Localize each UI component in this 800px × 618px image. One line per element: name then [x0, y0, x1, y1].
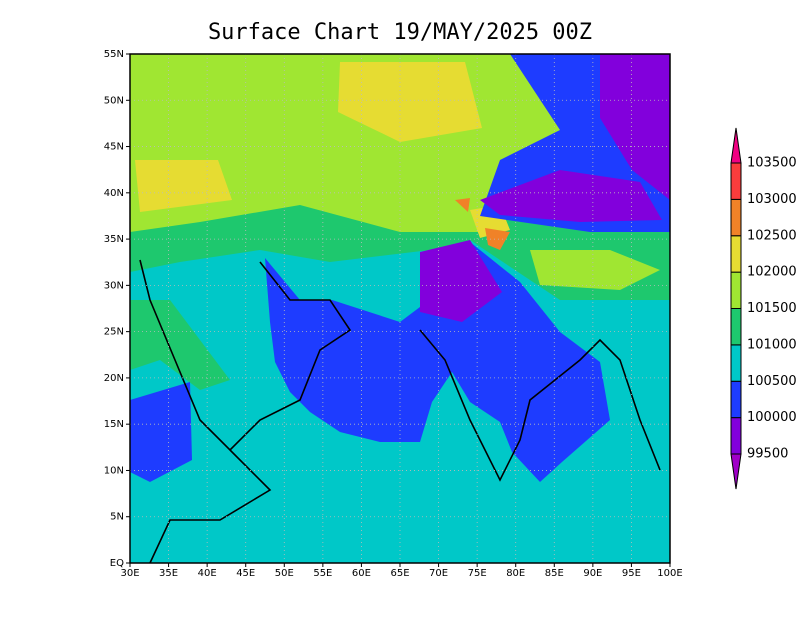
x-tick-label: 85E — [545, 568, 564, 579]
colorbar-segment — [730, 162, 742, 200]
colorbar-label: 103500 — [747, 156, 797, 171]
y-tick-label: 45N — [104, 142, 124, 153]
colorbar-label: 103000 — [747, 192, 797, 207]
colorbar-segment — [730, 417, 742, 455]
x-tick-label: 30E — [120, 568, 139, 579]
coastline — [139, 259, 661, 564]
y-tick-label: 30N — [104, 280, 124, 291]
colorbar-label: 101500 — [747, 301, 797, 316]
x-tick-label: 100E — [657, 568, 682, 579]
field-region — [130, 54, 660, 290]
y-tick-label: 10N — [104, 465, 124, 476]
colorbar: 99500 100000 100500 101000 101500 102000 10250… — [730, 127, 797, 490]
y-tick-label: 50N — [104, 95, 124, 106]
colorbar-segment — [730, 127, 742, 164]
x-tick-label: 65E — [390, 568, 409, 579]
colorbar-segment — [730, 344, 742, 382]
colorbar-label: 100000 — [747, 410, 797, 425]
x-tick-label: 80E — [506, 568, 525, 579]
colorbar-segment — [730, 198, 742, 237]
colorbar-label: 100500 — [747, 374, 797, 389]
colorbar-segment — [730, 271, 742, 309]
y-tick-label: 40N — [104, 188, 124, 199]
colorbar-segment — [730, 308, 742, 346]
y-tick-label: 15N — [104, 419, 124, 430]
y-tick-label: 5N — [110, 512, 124, 523]
x-tick-label: 75E — [468, 568, 487, 579]
x-tick-label: 70E — [429, 568, 448, 579]
y-tick-label: 25N — [104, 327, 124, 338]
field-region — [420, 240, 502, 322]
y-tick-label: EQ — [110, 558, 124, 569]
colorbar-label: 101000 — [747, 337, 797, 352]
colorbar-label: 102000 — [747, 265, 797, 280]
x-tick-label: 55E — [313, 568, 332, 579]
colorbar-segment — [730, 380, 742, 419]
field-region — [455, 198, 510, 250]
colorbar-segment — [730, 453, 742, 490]
y-tick-label: 20N — [104, 373, 124, 384]
y-tick-label: 55N — [104, 49, 124, 60]
field-region — [130, 242, 610, 482]
y-tick-label: 35N — [104, 234, 124, 245]
x-tick-label: 35E — [159, 568, 178, 579]
x-tick-label: 45E — [236, 568, 255, 579]
x-tick-label: 90E — [583, 568, 602, 579]
field-region — [135, 62, 510, 238]
x-tick-label: 40E — [198, 568, 217, 579]
colorbar-segment — [730, 235, 742, 273]
colorbar-label: 102500 — [747, 228, 797, 243]
field-region — [480, 54, 670, 222]
x-tick-label: 95E — [622, 568, 641, 579]
plot-frame — [129, 53, 671, 564]
x-tick-label: 50E — [275, 568, 294, 579]
x-tick-label: 60E — [352, 568, 371, 579]
chart-title: Surface Chart 19/MAY/2025 00Z — [208, 20, 592, 45]
colorbar-label: 99500 — [747, 447, 788, 462]
